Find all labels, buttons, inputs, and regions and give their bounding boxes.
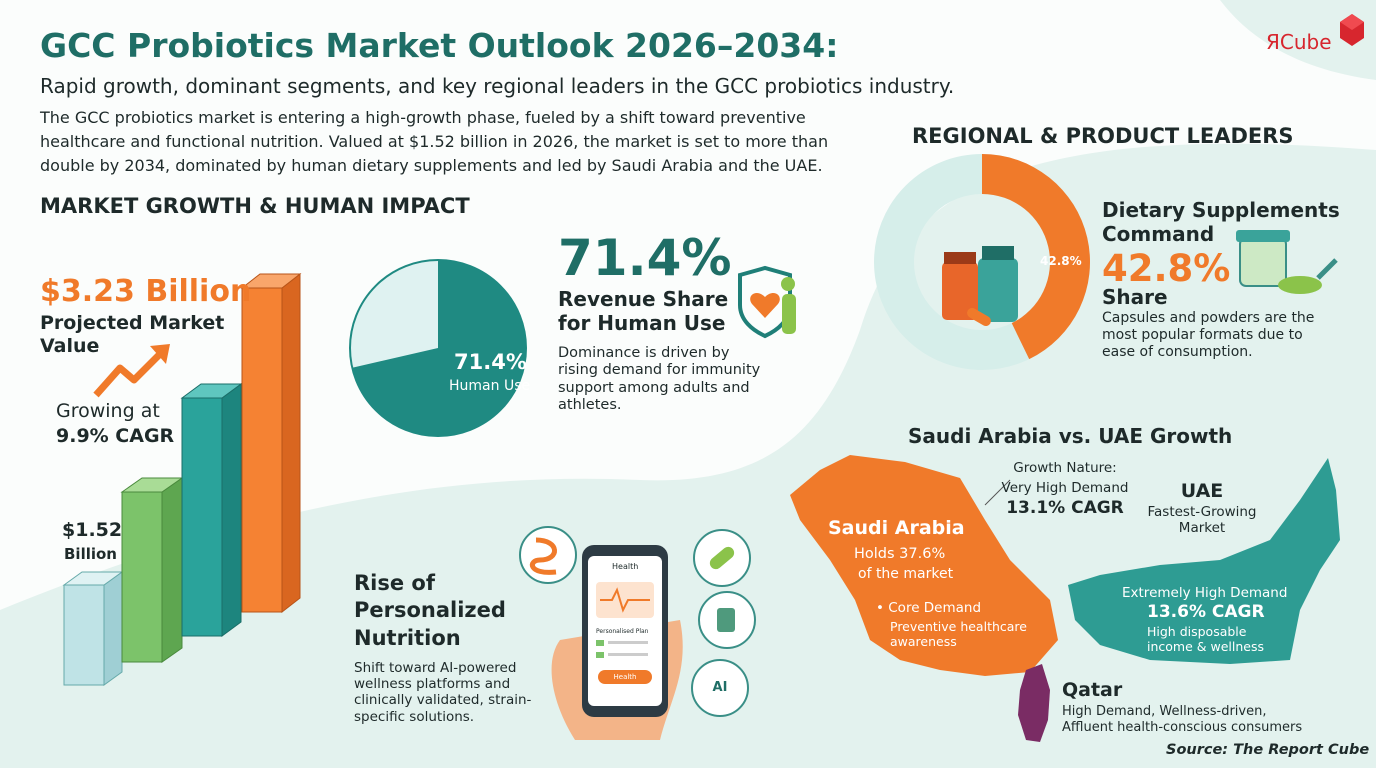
arrow-head — [150, 344, 170, 364]
gut — [529, 537, 557, 575]
supplements-share: 42.8% — [1102, 247, 1231, 290]
heart-card — [596, 582, 654, 618]
share-title: Revenue Share for Human Use — [558, 287, 729, 335]
brain-icon — [691, 659, 749, 717]
powder — [1278, 276, 1322, 294]
bar-side — [221, 383, 242, 637]
connector — [984, 479, 1011, 506]
cagr-prefix: Growing at — [56, 400, 160, 422]
phone-plan: Personalised Plan — [596, 628, 649, 635]
person-icon — [781, 277, 795, 291]
qatar-map — [1018, 664, 1050, 742]
spoon — [1316, 258, 1338, 280]
title: GCC Probiotics Market Outlook 2026–2034: — [40, 26, 839, 65]
intro: The GCC probiotics market is entering a … — [40, 108, 829, 175]
capsule — [709, 546, 735, 570]
donut-slice — [982, 154, 1090, 360]
bar — [121, 491, 163, 663]
projected-value: $3.23 Billion — [40, 274, 252, 309]
growth-arrow — [93, 349, 165, 398]
uae-cagr: 13.6% CAGR — [1147, 602, 1265, 622]
line — [608, 653, 648, 656]
bottle — [942, 262, 978, 320]
personalized-title: Rise of Personalized Nutrition — [354, 571, 506, 650]
saudi-map — [790, 455, 1058, 676]
ai-icon: AI — [712, 680, 728, 695]
bottle-cap — [944, 252, 976, 264]
cagr: 9.9% CAGR — [56, 425, 175, 447]
growth-bars — [62, 272, 302, 686]
saudi-holds: Holds 37.6% — [854, 546, 946, 562]
pie-charts — [349, 154, 1090, 437]
uae-demand: Extremely High Demand — [1122, 585, 1288, 601]
bar-side — [161, 477, 183, 663]
person-body — [782, 294, 796, 334]
line — [608, 641, 648, 644]
bar — [241, 287, 283, 613]
growth-demand: Very High Demand — [1001, 480, 1129, 496]
bar — [181, 397, 223, 637]
growth-cagr: 13.1% CAGR — [1006, 498, 1124, 518]
share-suffix: Share — [1102, 285, 1168, 309]
saudi-core: • Core Demand — [876, 600, 982, 616]
bar-side — [103, 571, 123, 686]
bottle — [717, 608, 735, 632]
saudi-holds-suffix: of the market — [858, 566, 954, 582]
uae-detail: High disposable income & wellness — [1147, 624, 1264, 654]
start-value: $1.52 — [62, 519, 123, 541]
bar-side — [281, 272, 301, 614]
uae-tagline: Fastest-Growing Market — [1147, 504, 1257, 537]
phone-button: Health — [613, 673, 637, 681]
capsule — [967, 308, 991, 326]
uae-map — [1068, 458, 1340, 664]
bottle — [978, 258, 1018, 322]
uae-name: UAE — [1180, 480, 1224, 502]
pie-label: 71.4% — [454, 350, 527, 374]
section-heading: REGIONAL & PRODUCT LEADERS — [912, 124, 1294, 148]
heart — [750, 293, 780, 318]
personalized-description: Shift toward AI-powered wellness platfor… — [354, 660, 532, 725]
section-heading: MARKET GROWTH & HUMAN IMPACT — [40, 194, 470, 218]
start-unit: Billion — [64, 545, 117, 563]
check — [596, 652, 604, 658]
phone-header: Health — [612, 562, 639, 571]
check — [596, 640, 604, 646]
saudi-core-detail: Preventive healthcare awareness — [890, 619, 1027, 649]
donut-label: 42.8% — [1040, 254, 1082, 268]
qatar-line: Affluent health-conscious consumers — [1062, 720, 1303, 735]
jar-lid — [1236, 230, 1290, 242]
bottle-cap — [982, 246, 1014, 260]
bg-corner — [1220, 0, 1376, 80]
logo: ЯCube — [1266, 30, 1332, 54]
share-value: 71.4% — [558, 229, 732, 287]
projected-label: Projected Market Value — [40, 312, 225, 357]
logo-cube-top — [1340, 14, 1364, 30]
supplements-description: Capsules and powders are the most popula… — [1102, 310, 1315, 360]
qatar-line: High Demand, Wellness-driven, — [1062, 704, 1267, 719]
qatar-name: Qatar — [1062, 679, 1123, 701]
supplements-title: Dietary Supplements Command — [1102, 198, 1340, 246]
pie-caption: Human Use — [449, 378, 531, 394]
pie-slice — [352, 260, 526, 436]
subtitle: Rapid growth, dominant segments, and key… — [40, 74, 955, 98]
share-description: Dominance is driven by rising demand for… — [558, 345, 761, 414]
growth-label: Growth Nature: — [1013, 460, 1117, 476]
bar-top — [180, 383, 243, 399]
bar — [63, 584, 105, 686]
saudi-name: Saudi Arabia — [828, 517, 965, 539]
health-button — [598, 670, 652, 684]
bar-top — [240, 273, 302, 289]
pulse — [600, 587, 650, 613]
source: Source: The Report Cube — [1166, 742, 1370, 758]
comparison-heading: Saudi Arabia vs. UAE Growth — [908, 424, 1233, 448]
